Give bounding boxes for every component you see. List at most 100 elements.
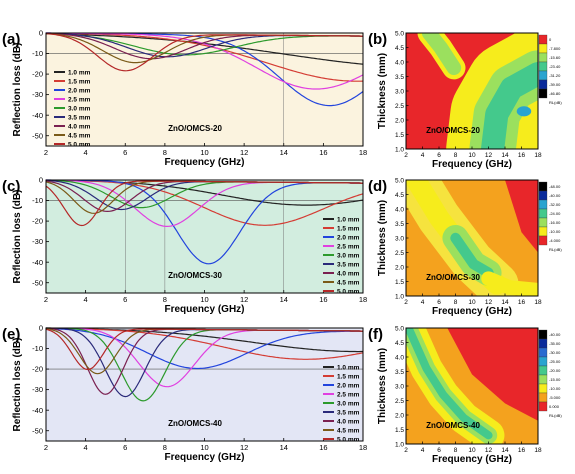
x-tick-label: 14 <box>501 152 509 159</box>
legend-value: -23.40 <box>549 64 561 69</box>
y-tick-label: 1.0 <box>395 293 404 300</box>
y-tick-label: -20 <box>32 365 43 374</box>
y-tick-label: -30 <box>32 90 43 99</box>
x-tick-label: 16 <box>319 148 327 157</box>
legend-value: 0 <box>549 37 552 42</box>
heatmap-panel-4: 2 4 6 8 10 12 14 16 18 1.0 1.5 2.0 2.5 3.0 3.5 4.0 4.5 5.… <box>368 177 562 317</box>
legend-title: RL(dB) <box>549 247 562 252</box>
x-tick-label: 12 <box>485 447 493 454</box>
legend-value: -30.00 <box>549 350 561 355</box>
x-tick-label: 16 <box>518 152 526 159</box>
y-tick-label: -50 <box>32 131 43 140</box>
heatmap-band <box>421 33 462 76</box>
color-legend: 0 -7.800 -15.60 -23.40 -31.20 -39.00 -46.80 RL(… <box>538 34 562 105</box>
x-tick-label: 10 <box>468 447 476 454</box>
y-tick-label: 2.0 <box>395 412 404 419</box>
x-tick-label: 14 <box>501 447 509 454</box>
y-tick-label: -40 <box>32 111 43 120</box>
plot-background <box>46 328 363 441</box>
y-tick-label: -10 <box>32 196 43 205</box>
color-legend: -40.00 -35.00 -30.00 -25.00 -20.00 -15.00 -10.… <box>538 329 562 418</box>
series-line <box>45 33 363 72</box>
y-tick-label: -20 <box>32 217 43 226</box>
y-axis-title: Reflection loss (dB) <box>12 338 23 432</box>
x-tick-label: 16 <box>319 443 327 452</box>
legend-label: 2.0 mm <box>68 87 91 94</box>
sample-label: ZnO/OMCS-40 <box>426 421 480 430</box>
series-line <box>45 327 363 370</box>
legend-swatch <box>538 88 548 99</box>
sample-label: ZnO/OMCS-20 <box>426 126 480 135</box>
legend-label: 4.0 mm <box>337 418 360 425</box>
x-tick-label: 2 <box>404 447 408 454</box>
legend-value: 0.000 <box>549 404 560 409</box>
legend-label: 3.5 mm <box>337 261 360 268</box>
x-tick-label: 4 <box>84 148 88 157</box>
legend-swatch <box>538 226 548 237</box>
x-tick-label: 18 <box>359 443 367 452</box>
y-tick-label: 5.0 <box>395 325 404 332</box>
y-tick-label: -50 <box>32 278 43 287</box>
legend-swatch <box>538 392 548 403</box>
sample-label: ZnO/OMCS-40 <box>168 419 222 428</box>
legend-swatch <box>538 235 548 246</box>
legend-swatch <box>538 329 548 340</box>
y-tick-label: 3.0 <box>395 383 404 390</box>
x-tick-label: 4 <box>421 152 425 159</box>
legend-value: -10.00 <box>549 386 561 391</box>
rl-panel-2: 2 4 6 8 10 12 14 16 18 0 -10 -20 -30 -40 -50 Frequency … <box>2 324 367 463</box>
x-tick-label: 8 <box>454 447 458 454</box>
legend-swatch <box>538 356 548 367</box>
x-axis-title: Frequency (GHz) <box>432 454 512 465</box>
legend-label: 3.0 mm <box>337 400 360 407</box>
plot-background <box>46 33 363 146</box>
panel-letter: (d) <box>368 178 387 195</box>
y-tick-label: -20 <box>32 70 43 79</box>
x-tick-label: 4 <box>84 295 88 304</box>
legend-label: 5.0 mm <box>68 141 91 148</box>
y-axis-title: Reflection loss (dB) <box>12 43 23 137</box>
panel-letter: (c) <box>2 178 20 195</box>
legend-label: 2.5 mm <box>337 391 360 398</box>
legend: 1.0 mm 1.5 mm 2.0 mm 2.5 mm 3.0 mm 3.5 mm 4.0 … <box>323 364 360 443</box>
y-tick-label: -10 <box>32 49 43 58</box>
y-axis-title: Thickness (mm) <box>377 200 388 276</box>
y-axis-title: Reflection loss (dB) <box>12 190 23 284</box>
rl-panel-1: 2 4 6 8 10 12 14 16 18 0 -10 -20 -30 -40 -50 Frequency … <box>2 176 367 315</box>
legend-swatch <box>538 43 548 54</box>
legend-swatch <box>538 383 548 394</box>
x-tick-label: 2 <box>404 152 408 159</box>
x-tick-label: 6 <box>123 443 127 452</box>
legend-label: 1.5 mm <box>337 373 360 380</box>
x-tick-label: 2 <box>44 148 48 157</box>
legend-swatch <box>538 52 548 63</box>
y-tick-label: 0 <box>39 324 43 333</box>
x-tick-label: 2 <box>404 299 408 306</box>
series-line <box>46 32 364 82</box>
x-tick-label: 2 <box>44 295 48 304</box>
legend-label: 1.0 mm <box>68 69 91 76</box>
x-tick-label: 6 <box>437 299 441 306</box>
heatmap-region <box>447 328 538 421</box>
legend-label: 4.5 mm <box>337 279 360 286</box>
x-tick-label: 12 <box>240 443 248 452</box>
x-tick-label: 14 <box>280 295 288 304</box>
heatmap-spot <box>516 106 532 117</box>
y-tick-label: 1.5 <box>395 427 404 434</box>
legend-value: -20.00 <box>549 368 561 373</box>
heatmap-band <box>406 328 493 440</box>
x-tick-label: 12 <box>485 152 493 159</box>
heatmap-field <box>406 180 538 296</box>
x-tick-label: 14 <box>501 299 509 306</box>
x-axis-title: Frequency (GHz) <box>164 452 244 463</box>
y-tick-label: 4.0 <box>395 206 404 213</box>
legend-label: 3.0 mm <box>68 105 91 112</box>
legend-swatch <box>538 401 548 412</box>
y-tick-label: 5.0 <box>395 30 404 37</box>
x-tick-label: 10 <box>468 152 476 159</box>
legend-value: -4.000 <box>549 238 561 243</box>
x-tick-label: 4 <box>421 299 425 306</box>
y-tick-label: 3.5 <box>395 74 404 81</box>
x-tick-label: 18 <box>359 148 367 157</box>
